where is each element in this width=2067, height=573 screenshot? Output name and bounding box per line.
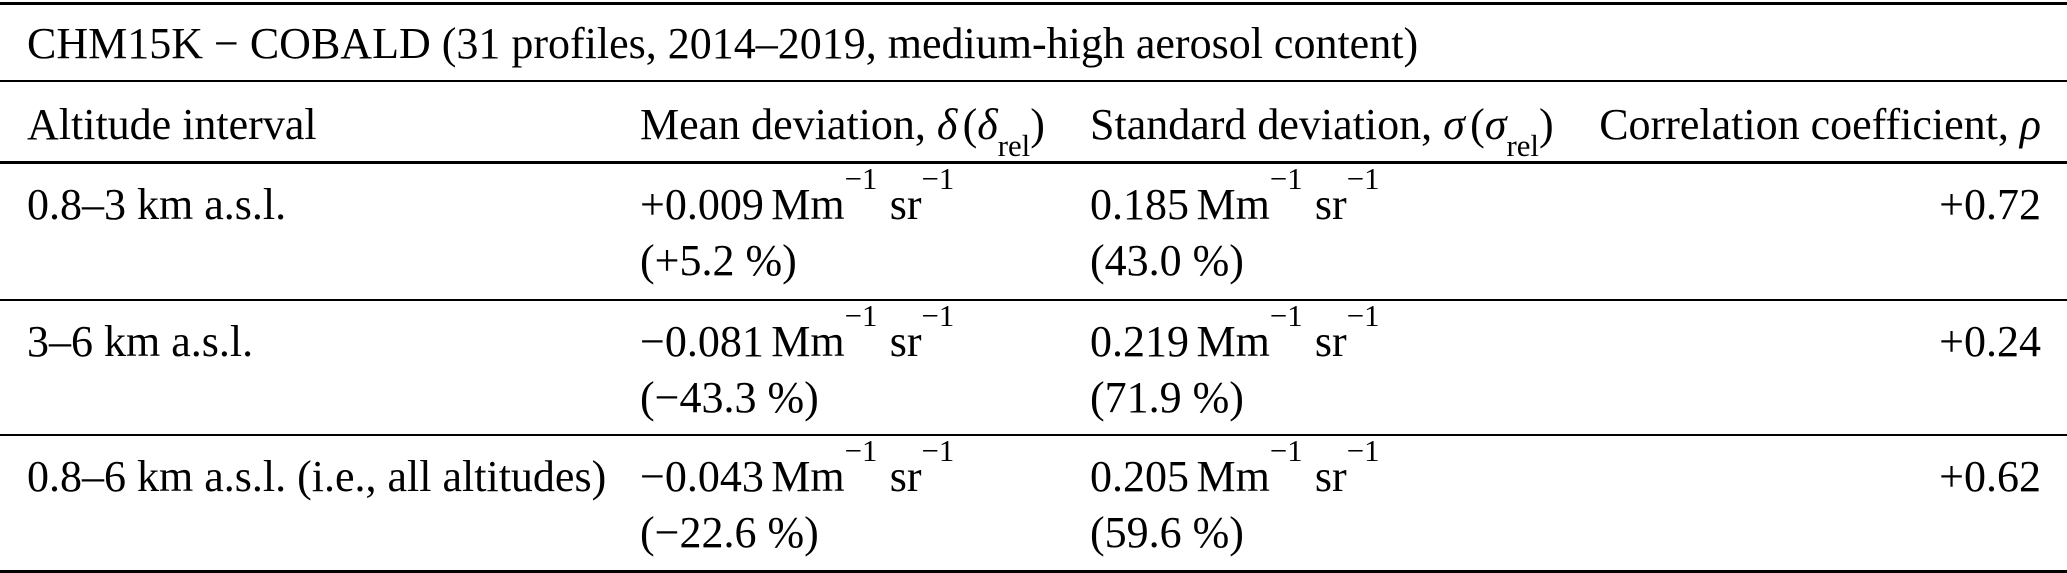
sigma-symbol: σ	[1484, 100, 1507, 149]
bottom-rule	[0, 570, 2067, 573]
delta-symbol: δ	[936, 100, 958, 149]
relative-deviation: (+5.2 %)	[640, 236, 797, 285]
delta-symbol: δ	[977, 100, 998, 149]
sigma-symbol: σ	[1443, 100, 1465, 149]
deviation-value: −0.081 Mm−1sr−1	[640, 298, 955, 366]
table-header-row: Altitude interval Mean deviation, δ (δrel…	[0, 82, 2067, 164]
table-row: 0.8–6 km a.s.l. (i.e., all altitudes) −0…	[0, 433, 2067, 570]
relative-deviation: (−43.3 %)	[640, 373, 819, 422]
table-row: 3–6 km a.s.l. −0.081 Mm−1sr−1 (−43.3 %) 0…	[0, 298, 2067, 436]
standard-deviation-cell: 0.205 Mm−1sr−1 (59.6 %)	[1090, 433, 1570, 570]
relative-deviation: (71.9 %)	[1090, 373, 1244, 422]
mean-deviation-cell: +0.009 Mm−1sr−1 (+5.2 %)	[640, 161, 1090, 299]
deviation-value: 0.185 Mm−1sr−1	[1090, 161, 1380, 229]
rel-subscript: rel	[1506, 128, 1539, 163]
mean-deviation-cell: −0.081 Mm−1sr−1 (−43.3 %)	[640, 298, 1090, 434]
deviation-value: 0.219 Mm−1sr−1	[1090, 298, 1380, 366]
altitude-cell: 3–6 km a.s.l.	[27, 317, 254, 366]
rho-symbol: ρ	[2019, 100, 2041, 149]
relative-deviation: (59.6 %)	[1090, 508, 1244, 557]
table-title: CHM15K − COBALD (31 profiles, 2014–2019,…	[27, 19, 1419, 68]
deviation-value: −0.043 Mm−1sr−1	[640, 433, 955, 501]
column-header-mean-deviation: Mean deviation, δ (δrel)	[640, 100, 1045, 163]
relative-deviation: (43.0 %)	[1090, 236, 1244, 285]
standard-deviation-cell: 0.185 Mm−1sr−1 (43.0 %)	[1090, 161, 1570, 299]
deviation-value: 0.205 Mm−1sr−1	[1090, 433, 1380, 501]
column-header-altitude: Altitude interval	[27, 100, 317, 149]
correlation-cell: +0.62	[1939, 452, 2041, 501]
altitude-cell: 0.8–3 km a.s.l.	[27, 180, 287, 229]
standard-deviation-cell: 0.219 Mm−1sr−1 (71.9 %)	[1090, 298, 1570, 434]
relative-deviation: (−22.6 %)	[640, 508, 819, 557]
column-header-correlation: Correlation coefficient, ρ	[1599, 100, 2041, 149]
correlation-cell: +0.72	[1939, 180, 2041, 229]
mean-deviation-cell: −0.043 Mm−1sr−1 (−22.6 %)	[640, 433, 1090, 570]
altitude-cell: 0.8–6 km a.s.l. (i.e., all altitudes)	[27, 452, 607, 501]
table-row: 0.8–3 km a.s.l. +0.009 Mm−1sr−1 (+5.2 %) …	[0, 161, 2067, 301]
table-title-row: CHM15K − COBALD (31 profiles, 2014–2019,…	[0, 2, 2067, 82]
column-header-standard-deviation: Standard deviation, σ (σrel)	[1090, 100, 1554, 163]
rel-subscript: rel	[997, 128, 1031, 163]
correlation-cell: +0.24	[1939, 317, 2041, 366]
deviation-value: +0.009 Mm−1sr−1	[640, 161, 955, 229]
